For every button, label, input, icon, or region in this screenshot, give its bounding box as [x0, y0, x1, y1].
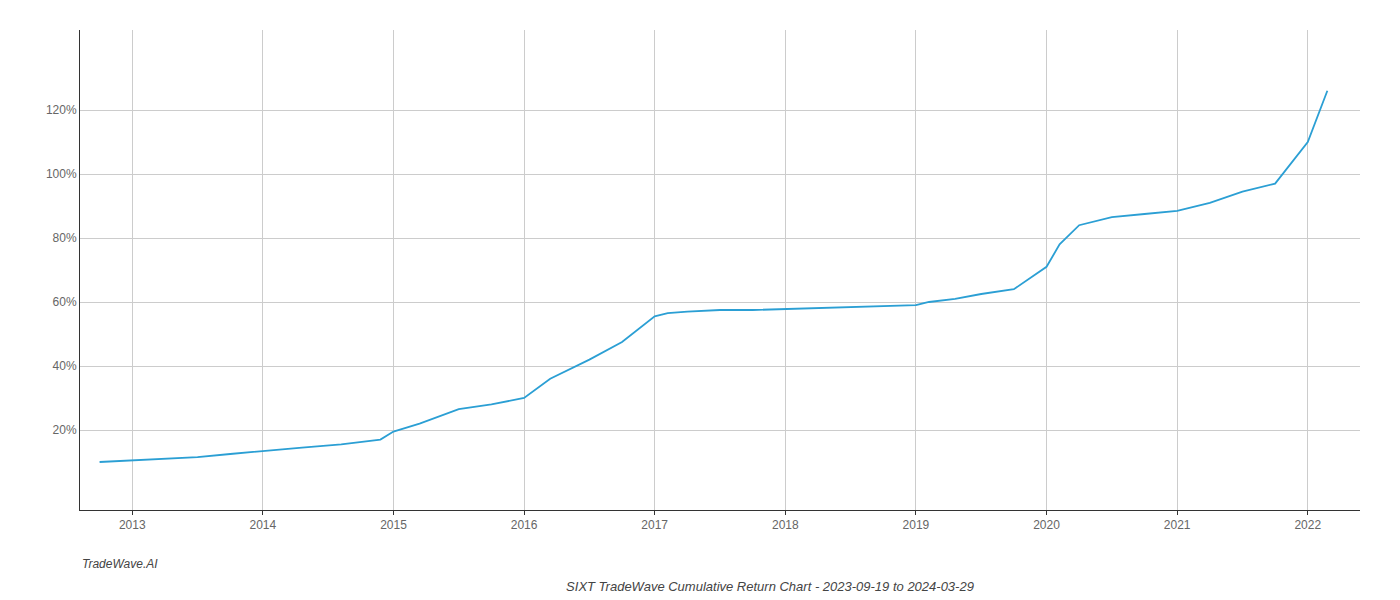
svg-text:2019: 2019: [903, 518, 930, 532]
svg-text:120%: 120%: [46, 103, 77, 117]
svg-text:2018: 2018: [772, 518, 799, 532]
svg-text:40%: 40%: [53, 359, 77, 373]
svg-text:2017: 2017: [641, 518, 668, 532]
svg-text:100%: 100%: [46, 167, 77, 181]
svg-text:80%: 80%: [53, 231, 77, 245]
svg-text:2016: 2016: [511, 518, 538, 532]
svg-text:2015: 2015: [380, 518, 407, 532]
svg-text:2013: 2013: [119, 518, 146, 532]
svg-text:60%: 60%: [53, 295, 77, 309]
svg-text:2020: 2020: [1033, 518, 1060, 532]
svg-text:2022: 2022: [1294, 518, 1321, 532]
svg-text:2021: 2021: [1164, 518, 1191, 532]
svg-text:2014: 2014: [250, 518, 277, 532]
svg-text:20%: 20%: [53, 423, 77, 437]
svg-text:TradeWave.AI: TradeWave.AI: [82, 557, 158, 571]
svg-text:SIXT TradeWave Cumulative Retu: SIXT TradeWave Cumulative Return Chart -…: [566, 579, 974, 594]
